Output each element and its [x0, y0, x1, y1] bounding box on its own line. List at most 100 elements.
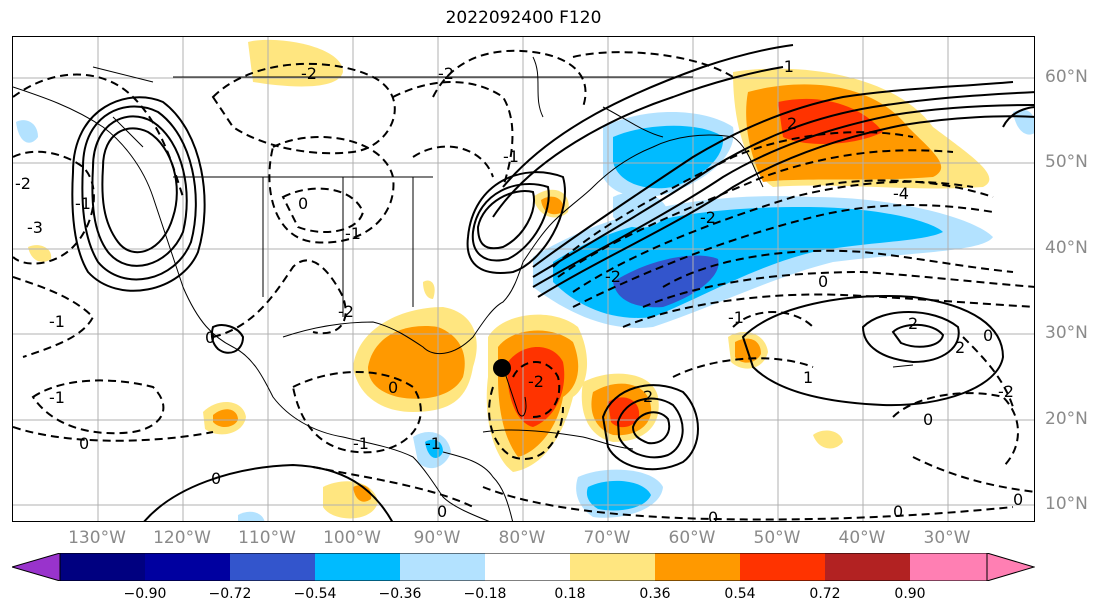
colorbar-outline: [59, 553, 988, 581]
colorbar-tick-label: −0.72: [208, 586, 252, 602]
colorbar-seg-10: [825, 553, 910, 581]
contour-label: -1: [345, 224, 361, 243]
contour-label: 2: [955, 338, 965, 357]
contour-label: 0: [211, 469, 221, 488]
lat-label-50n: 50°N: [1045, 152, 1088, 172]
contour-label: 0: [205, 328, 215, 347]
contour-label: 0: [893, 502, 903, 521]
negative-contours: [13, 49, 1034, 521]
contour-label: 0: [1013, 490, 1023, 509]
colorbar-seg-5: [400, 553, 485, 581]
contour-label: 0: [818, 272, 828, 291]
map-title: 2022092400 F120: [445, 8, 602, 28]
negative-shading: [16, 109, 1034, 521]
colorbar-extend-over: [986, 553, 1035, 581]
contour-label: -2: [301, 64, 317, 83]
lon-label-130w: 130°W: [68, 528, 126, 548]
colorbar-tick-label: −0.90: [123, 586, 167, 602]
colorbar-tick-label: 0.36: [639, 586, 671, 602]
colorbar-seg-2: [145, 553, 230, 581]
contour-label: -2: [605, 267, 621, 286]
colorbar-seg-7: [570, 553, 655, 581]
contour-label: -1: [353, 434, 369, 453]
contour-label: 0: [437, 502, 447, 521]
positive-shading: [28, 39, 990, 519]
colorbar-tick-label: 0.18: [554, 586, 586, 602]
contour-label: -1: [425, 434, 441, 453]
shade-orange-pac: [213, 409, 238, 428]
contour-label: 1: [803, 368, 813, 387]
shade-yellow-south: [323, 481, 378, 519]
lon-label-80w: 80°W: [498, 528, 546, 548]
shade-orange-gulf: [368, 326, 465, 399]
coastlines: [13, 56, 914, 521]
shade-yellow-small2: [28, 245, 52, 262]
lat-label-10n: 10°N: [1045, 494, 1088, 514]
shade-darkblue-jet: [613, 255, 719, 308]
shade-yellow-small3: [423, 280, 435, 299]
contour-label: 0: [923, 410, 933, 429]
shade-lightblue-nw: [16, 120, 38, 143]
contour-label: -1: [75, 194, 91, 213]
lon-label-110w: 110°W: [238, 528, 296, 548]
lon-label-50w: 50°W: [753, 528, 801, 548]
contour-label: 0: [708, 508, 718, 522]
lon-label-70w: 70°W: [583, 528, 631, 548]
contour-label: -4: [893, 184, 909, 203]
lon-label-100w: 100°W: [323, 528, 381, 548]
contour-label: -2: [438, 64, 454, 83]
contour-label: -1: [49, 388, 65, 407]
contour-label: -1: [503, 147, 519, 166]
lon-label-120w: 120°W: [153, 528, 211, 548]
map-canvas: -2 -2 -2 -1 -3 -1 0 -1 2 -2 -2 -2 -4 0 -…: [13, 37, 1034, 522]
contour-label: -2: [700, 208, 716, 227]
lon-label-90w: 90°W: [413, 528, 461, 548]
contour-label: -3: [27, 218, 43, 237]
colorbar-seg-4: [315, 553, 400, 581]
lat-label-40n: 40°N: [1045, 238, 1088, 258]
contour-label: -1: [778, 57, 794, 76]
contour-label: -1: [49, 312, 65, 331]
contour-label: 0: [79, 434, 89, 453]
shade-lightblue-sw: [238, 511, 265, 521]
colorbar-seg-1: [60, 553, 145, 581]
shade-yellow-small1: [813, 430, 843, 449]
contour-label: 0: [298, 194, 308, 213]
colorbar: [12, 553, 1035, 581]
colorbar-tick-label: 0.90: [894, 586, 926, 602]
contour-labels: -2 -2 -2 -1 -3 -1 0 -1 2 -2 -2 -2 -4 0 -…: [15, 57, 1023, 522]
colorbar-tick-label: −0.36: [378, 586, 422, 602]
contour-label: 0: [983, 326, 993, 345]
contour-label: 0: [388, 378, 398, 397]
contour-label: -2: [998, 382, 1014, 401]
colorbar-tick-label: 0.54: [724, 586, 756, 602]
map-panel: -2 -2 -2 -1 -3 -1 0 -1 2 -2 -2 -2 -4 0 -…: [12, 36, 1035, 522]
lon-label-30w: 30°W: [923, 528, 971, 548]
contour-label: 2: [643, 387, 653, 406]
colorbar-extend-under: [12, 553, 61, 581]
colorbar-tick-label: −0.18: [463, 586, 507, 602]
shade-blue-ne: [613, 125, 724, 189]
lon-label-60w: 60°W: [668, 528, 716, 548]
graticule: [13, 37, 1034, 521]
lat-label-30n: 30°N: [1045, 323, 1088, 343]
colorbar-seg-8: [655, 553, 740, 581]
lon-label-40w: 40°W: [838, 528, 886, 548]
colorbar-seg-3: [230, 553, 315, 581]
storm-position-marker: [493, 359, 511, 377]
colorbar-tick-label: 0.72: [809, 586, 841, 602]
colorbar-tick-label: −0.54: [293, 586, 337, 602]
shade-yellow-north: [248, 39, 343, 87]
contour-label: -2: [528, 372, 544, 391]
contour-label: 2: [908, 314, 918, 333]
contour-label: -2: [15, 174, 31, 193]
colorbar-seg-9: [740, 553, 825, 581]
colorbar-seg-6: [485, 553, 570, 581]
positive-contours: [71, 44, 1034, 521]
lat-label-60n: 60°N: [1045, 67, 1088, 87]
contour-label: -1: [728, 308, 744, 327]
lat-label-20n: 20°N: [1045, 409, 1088, 429]
colorbar-seg-11: [910, 553, 987, 581]
shade-blue-carib: [586, 480, 651, 511]
contour-label: -2: [338, 302, 354, 321]
